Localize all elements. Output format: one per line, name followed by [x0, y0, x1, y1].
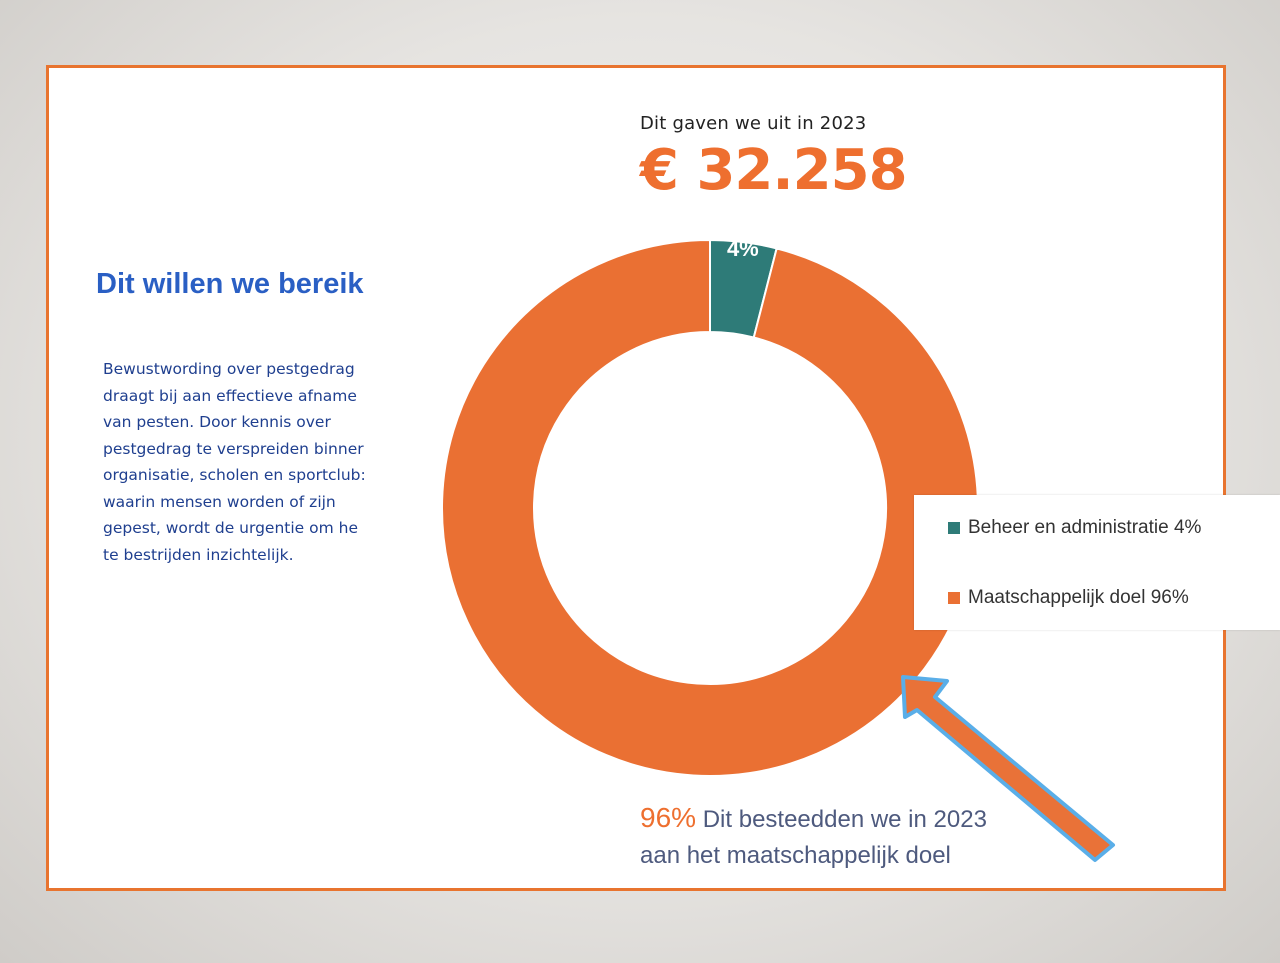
donut-slice [440, 238, 979, 777]
left-body-line: waarin mensen worden of zijn [103, 492, 336, 511]
left-body-line: pestgedrag te verspreiden binner [103, 439, 364, 458]
legend-item-beheer: Beheer en administratie 4% [948, 517, 1201, 539]
legend-label: Beheer en administratie 4% [968, 517, 1202, 538]
chart-legend: Beheer en administratie 4% Maatschappeli… [914, 495, 1280, 630]
bottom-percent: 96% [640, 802, 697, 833]
donut-hole [535, 333, 885, 683]
left-heading: Dit willen we bereik [96, 268, 364, 300]
legend-swatch [948, 592, 960, 604]
left-body-text: Bewustwording over pestgedrag draagt bij… [103, 356, 406, 568]
left-body-line: van pesten. Door kennis over [103, 413, 331, 431]
left-panel: Dit willen we bereik Bewustwording over … [96, 262, 406, 582]
spend-amount: € 32.258 [640, 138, 908, 203]
legend-swatch [948, 522, 960, 534]
bottom-note: 96% Dit besteedden we in 2023 aan het ma… [640, 800, 987, 874]
left-body-line: organisatie, scholen en sportclub: [103, 466, 366, 484]
left-body-line: gepest, wordt de urgentie om he [103, 519, 359, 537]
slice-data-label: 4% [727, 236, 759, 261]
left-body-line: draagt bij aan effectieve afname [103, 386, 357, 405]
arrow-shape [901, 675, 1115, 862]
left-body-line: Bewustwording over pestgedrag [103, 360, 355, 378]
spend-caption: Dit gaven we uit in 2023 [640, 113, 867, 134]
legend-item-maatschappelijk: Maatschappelijk doel 96% [948, 587, 1189, 609]
left-body-line: te bestrijden inzichtelijk. [103, 545, 294, 564]
legend-label: Maatschappelijk doel 96% [968, 587, 1189, 608]
bottom-line-2: aan het maatschappelijk doel [640, 842, 951, 869]
bottom-line-1: Dit besteedden we in 2023 [696, 806, 987, 833]
